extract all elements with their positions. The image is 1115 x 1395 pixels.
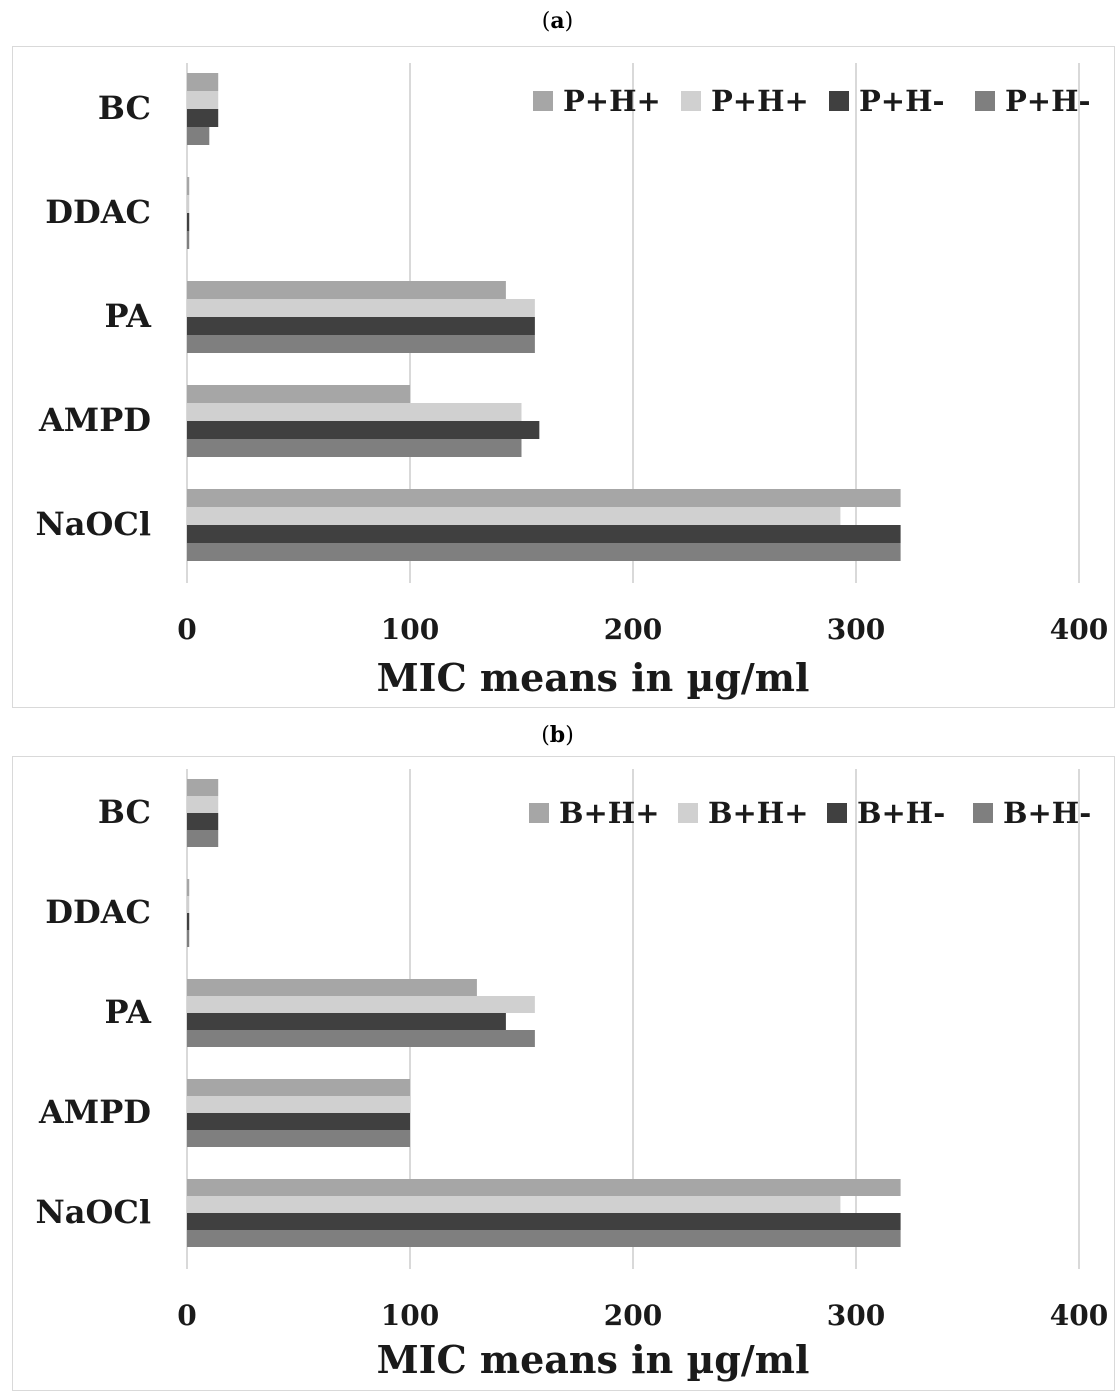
bar: [187, 335, 535, 353]
bar: [187, 109, 219, 127]
x-axis-label: MIC means in µg/ml: [377, 1337, 810, 1382]
legend-label: P+H+: [711, 84, 809, 118]
bar: [187, 1079, 410, 1096]
bar: [187, 879, 190, 896]
bar: [187, 1230, 901, 1247]
category-label: AMPD: [38, 1093, 151, 1131]
bar: [187, 796, 219, 813]
legend-label: B+H+: [708, 796, 809, 830]
legend-swatch: [975, 91, 995, 111]
x-tick-label: 400: [1050, 613, 1108, 646]
bar: [187, 489, 901, 507]
bar: [187, 896, 190, 913]
bar: [187, 439, 522, 457]
category-label: PA: [104, 993, 152, 1031]
bar: [187, 1130, 410, 1147]
bar: [187, 231, 190, 249]
bar: [187, 403, 522, 421]
legend-swatch: [533, 91, 553, 111]
category-label: PA: [104, 297, 152, 335]
bar: [187, 317, 535, 335]
legend-label: P+H-: [1005, 84, 1091, 118]
x-tick-label: 100: [381, 1299, 439, 1332]
bar: [187, 525, 901, 543]
x-tick-label: 300: [827, 613, 885, 646]
bar: [187, 543, 901, 561]
bar: [187, 1013, 506, 1030]
legend-label: B+H+: [559, 796, 660, 830]
bar: [187, 1113, 410, 1130]
x-tick-label: 400: [1050, 1299, 1108, 1332]
bar: [187, 1030, 535, 1047]
bar: [187, 1179, 901, 1196]
bar: [187, 1096, 410, 1113]
legend-swatch: [827, 803, 847, 823]
bar: [187, 813, 219, 830]
category-label: BC: [98, 793, 151, 831]
legend-swatch: [973, 803, 993, 823]
bar: [187, 1213, 901, 1230]
legend-swatch: [681, 91, 701, 111]
bar: [187, 73, 219, 91]
bar: [187, 507, 841, 525]
bar: [187, 91, 219, 109]
legend-swatch: [678, 803, 698, 823]
legend-swatch: [829, 91, 849, 111]
bar: [187, 979, 477, 996]
bar: [187, 421, 540, 439]
legend-label: B+H-: [857, 796, 945, 830]
legend-swatch: [529, 803, 549, 823]
bar: [187, 299, 535, 317]
x-tick-label: 0: [177, 613, 196, 646]
category-label: DDAC: [45, 193, 151, 231]
bar: [187, 1196, 841, 1213]
bar: [187, 830, 219, 847]
bar: [187, 281, 506, 299]
chart-frame-b: 0 100 200 300 400 BC DDAC PA AMPD NaOCl B+H+ B+H+ B+…: [12, 756, 1115, 1391]
category-label: NaOCl: [36, 1193, 151, 1231]
bar: [187, 213, 190, 231]
panel-label-a: (a): [541, 8, 574, 34]
bar: [187, 127, 210, 145]
chart-a: 0 100 200 300 400 BC DDAC PA AMPD NaOCl P+H+ P+H+ P+…: [36, 63, 1108, 700]
bar: [187, 385, 410, 403]
legend-label: P+H-: [859, 84, 945, 118]
chart-frame-a: 0 100 200 300 400 BC DDAC PA AMPD NaOCl P+H+ P+H+ P+…: [12, 46, 1115, 708]
x-tick-label: 300: [827, 1299, 885, 1332]
bar: [187, 779, 219, 796]
panel-label-b: (b): [541, 722, 574, 748]
legend-label: P+H+: [563, 84, 661, 118]
bar: [187, 177, 190, 195]
bar: [187, 195, 190, 213]
x-axis-label: MIC means in µg/ml: [377, 655, 810, 700]
x-tick-label: 200: [604, 613, 662, 646]
chart-b: 0 100 200 300 400 BC DDAC PA AMPD NaOCl B+H+ B+H+ B+…: [36, 769, 1108, 1382]
category-label: AMPD: [38, 401, 151, 439]
bar: [187, 996, 535, 1013]
x-tick-label: 200: [604, 1299, 662, 1332]
x-tick-label: 100: [381, 613, 439, 646]
x-tick-label: 0: [177, 1299, 196, 1332]
legend-label: B+H-: [1003, 796, 1091, 830]
category-label: DDAC: [45, 893, 151, 931]
category-label: NaOCl: [36, 505, 151, 543]
category-label: BC: [98, 89, 151, 127]
bar: [187, 930, 190, 947]
bar: [187, 913, 190, 930]
